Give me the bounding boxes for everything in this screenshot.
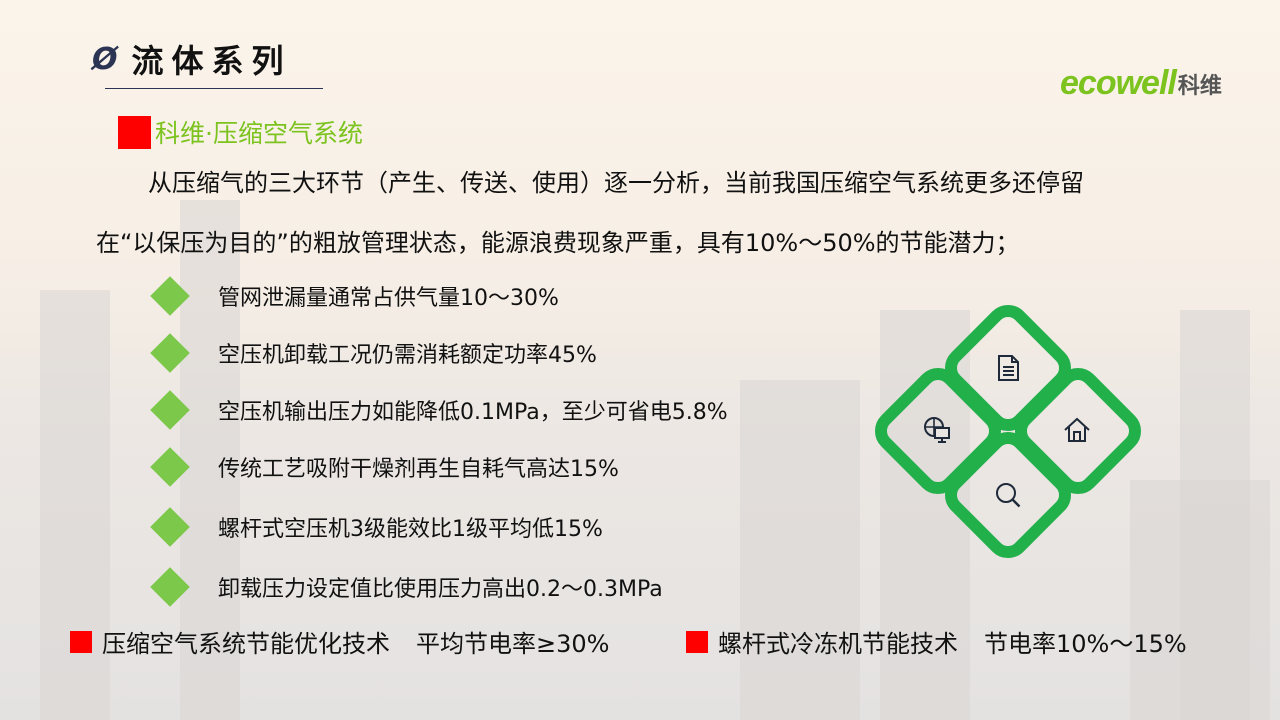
list-item-text: 空压机输出压力如能降低0.1MPa，至少可省电5.8% [218, 400, 728, 425]
petal-right [1005, 358, 1151, 504]
list-item: 空压机输出压力如能降低0.1MPa，至少可省电5.8% [148, 390, 728, 430]
list-item-text: 卸载压力设定值比使用压力高出0.2～0.3MPa [218, 577, 663, 602]
list-item-text: 传统工艺吸附干燥剂再生自耗气高达15% [218, 457, 619, 482]
red-marker [686, 630, 708, 653]
footer-value: 平均节电率≥30% [416, 630, 610, 658]
logo-brand: ecowell [1060, 64, 1177, 102]
red-marker [70, 630, 92, 653]
list-item: 传统工艺吸附干燥剂再生自耗气高达15% [148, 447, 619, 487]
logo: ecowell 科维 [1060, 64, 1222, 103]
list-item: 卸载压力设定值比使用压力高出0.2～0.3MPa [148, 567, 663, 607]
footer-label: 螺杆式冷冻机节能技术 [718, 630, 958, 658]
red-marker [118, 115, 151, 149]
diamond-bullet-icon [150, 276, 190, 316]
list-item-text: 螺杆式空压机3级能效比1级平均低15% [218, 517, 603, 542]
background-building [180, 200, 240, 720]
list-item: 螺杆式空压机3级能效比1级平均低15% [148, 507, 603, 547]
diamond-bullet-icon [150, 390, 190, 430]
diamond-bullet-icon [150, 333, 190, 373]
footer-label: 压缩空气系统节能优化技术 [102, 630, 390, 658]
intro-line-2: 在“以保压为目的”的粗放管理状态，能源浪费现象严重，具有10%～50%的节能潜力… [96, 229, 1020, 257]
intro-line-1: 从压缩气的三大环节（产生、传送、使用）逐一分析，当前我国压缩空气系统更多还停留 [148, 169, 1084, 197]
home-icon [1064, 417, 1090, 442]
document-icon [998, 355, 1019, 381]
diamond-bullet-icon [150, 507, 190, 547]
section-heading-text: 科维·压缩空气系统 [155, 119, 363, 148]
diamond-bullet-icon [150, 567, 190, 607]
background-building [880, 310, 970, 720]
background-building [1180, 310, 1250, 720]
section-heading: 科维·压缩空气系统 [118, 114, 363, 150]
footer-item: 螺杆式冷冻机节能技术 节电率10%～15% [686, 624, 1187, 659]
title-underline [105, 88, 323, 89]
footer-item: 压缩空气系统节能优化技术 平均节电率≥30% [70, 624, 609, 659]
background-building [740, 380, 860, 720]
list-item-text: 管网泄漏量通常占供气量10～30% [218, 286, 559, 311]
diamond-bullet-icon [150, 447, 190, 487]
list-item-text: 空压机卸载工况仍需消耗额定功率45% [218, 343, 597, 368]
title-text: 流体系列 [131, 42, 292, 80]
list-item: 管网泄漏量通常占供气量10～30% [148, 276, 559, 316]
list-item: 空压机卸载工况仍需消耗额定功率45% [148, 333, 597, 373]
title-symbol: Ø [92, 41, 118, 77]
logo-brand-cn: 科维 [1177, 73, 1222, 99]
search-icon [996, 483, 1021, 508]
page-title: Ø 流体系列 [92, 36, 292, 82]
footer-value: 节电率10%～15% [984, 630, 1187, 658]
